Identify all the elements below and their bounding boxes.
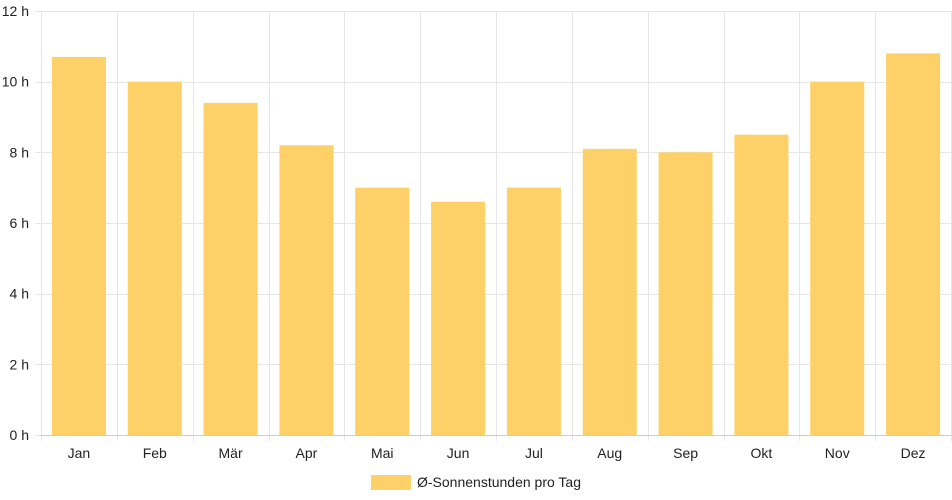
bar-mär[interactable] [203,102,258,435]
legend-label: Ø-Sonnenstunden pro Tag [417,474,581,490]
x-tick-label: Aug [597,445,622,461]
x-tick-label: Apr [296,445,318,461]
y-tick-label: 8 h [10,144,29,160]
grid [35,11,952,441]
bar-sep[interactable] [658,152,713,436]
bar-jan[interactable] [51,56,106,435]
bar-jun[interactable] [431,201,486,435]
bar-aug[interactable] [582,148,637,436]
bar-jul[interactable] [506,187,561,435]
x-tick-label: Jul [525,445,543,461]
bar-apr[interactable] [279,145,334,435]
x-tick-label: Jun [447,445,470,461]
bar-dez[interactable] [886,53,941,436]
bar-okt[interactable] [734,134,789,435]
bar-mai[interactable] [355,187,410,435]
tick-labels: 0 h 2 h 4 h 6 h 8 h 10 h 12 h Jan Feb Mär Apr Mai Ju… [2,3,926,461]
x-tick-label: Okt [751,445,773,461]
x-tick-label: Feb [143,445,167,461]
legend-swatch [371,475,411,490]
x-tick-label: Nov [825,445,850,461]
x-tick-label: Mär [219,445,243,461]
y-tick-label: 12 h [2,3,29,19]
y-tick-label: 0 h [10,427,29,443]
x-tick-label: Mai [371,445,394,461]
y-tick-label: 6 h [10,215,29,231]
y-tick-label: 2 h [10,356,29,372]
bar-feb[interactable] [127,81,182,436]
y-tick-label: 4 h [10,286,29,302]
x-tick-label: Jan [68,445,91,461]
y-tick-label: 10 h [2,74,29,90]
legend[interactable]: Ø-Sonnenstunden pro Tag [371,474,581,490]
bar-nov[interactable] [810,81,865,436]
bars [51,53,941,436]
x-tick-label: Sep [673,445,698,461]
x-tick-label: Dez [901,445,926,461]
